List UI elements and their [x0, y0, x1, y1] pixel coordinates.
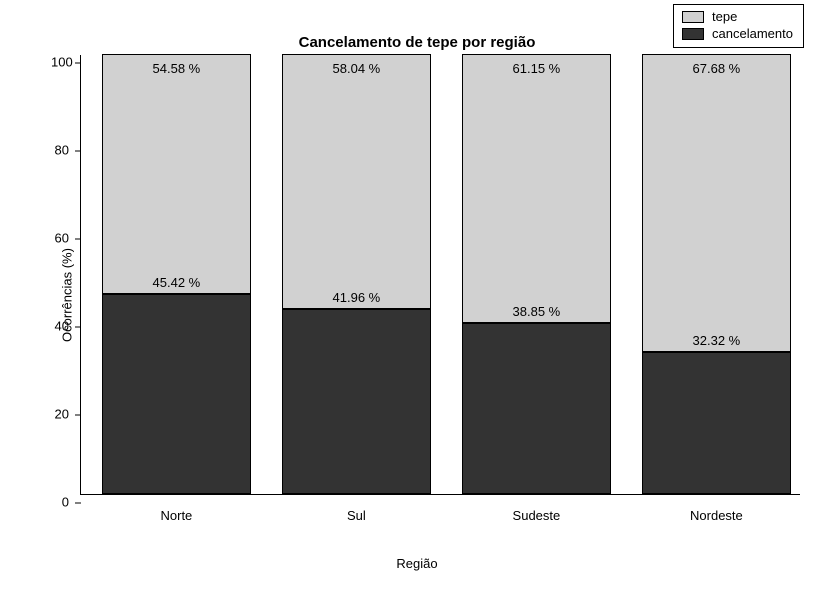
bar-label-tepe: 54.58 % — [102, 61, 251, 76]
bar-label-tepe: 61.15 % — [462, 61, 611, 76]
x-tick-label-sudeste: Sudeste — [513, 508, 561, 523]
bar-label-cancelamento: 41.96 % — [282, 290, 431, 305]
bar-label-tepe: 67.68 % — [642, 61, 791, 76]
bar-label-cancelamento: 38.85 % — [462, 304, 611, 319]
bar-segment-cancelamento — [642, 352, 791, 494]
bar-segment-cancelamento — [462, 323, 611, 494]
legend-label-tepe: tepe — [712, 9, 737, 26]
bar-sul: 58.04 % 41.96 % — [282, 55, 431, 494]
bar-label-cancelamento: 32.32 % — [642, 333, 791, 348]
y-tick-100: 100 — [51, 55, 81, 70]
legend-swatch-tepe — [682, 11, 704, 23]
x-tick-label-norte: Norte — [160, 508, 192, 523]
bar-segment-tepe — [282, 54, 431, 309]
legend-item-tepe: tepe — [682, 9, 793, 26]
y-tick-40: 40 — [51, 319, 81, 334]
chart-container: Cancelamento de tepe por região tepe can… — [0, 0, 834, 589]
legend-item-cancelamento: cancelamento — [682, 26, 793, 43]
y-tick-80: 80 — [51, 143, 81, 158]
legend-swatch-cancelamento — [682, 28, 704, 40]
x-tick-label-nordeste: Nordeste — [690, 508, 743, 523]
bar-nordeste: 67.68 % 32.32 % — [642, 55, 791, 494]
x-tick-label-sul: Sul — [347, 508, 366, 523]
plot-area: 02040608010054.58 %45.42 %Norte58.04 %41… — [80, 55, 800, 495]
y-tick-20: 20 — [51, 407, 81, 422]
y-tick-0: 0 — [51, 495, 81, 510]
bar-segment-tepe — [642, 54, 791, 352]
bar-segment-tepe — [102, 54, 251, 294]
y-tick-60: 60 — [51, 231, 81, 246]
bar-label-cancelamento: 45.42 % — [102, 275, 251, 290]
legend-label-cancelamento: cancelamento — [712, 26, 793, 43]
legend: tepe cancelamento — [673, 4, 804, 48]
bar-segment-cancelamento — [282, 309, 431, 494]
bar-label-tepe: 58.04 % — [282, 61, 431, 76]
bar-segment-cancelamento — [102, 294, 251, 494]
bar-norte: 54.58 % 45.42 % — [102, 55, 251, 494]
bar-segment-tepe — [462, 54, 611, 323]
bar-sudeste: 61.15 % 38.85 % — [462, 55, 611, 494]
x-axis-label: Região — [0, 556, 834, 571]
